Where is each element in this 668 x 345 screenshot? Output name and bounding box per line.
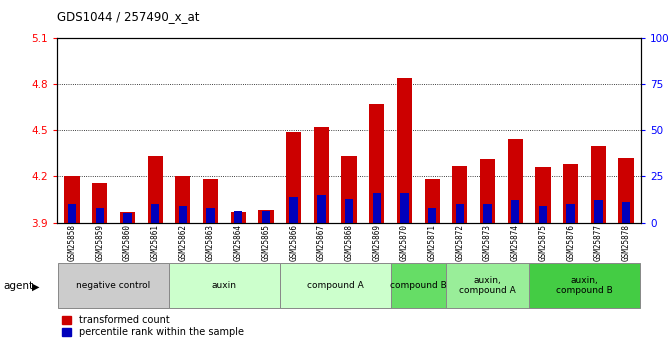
FancyBboxPatch shape [391, 263, 446, 308]
Bar [373, 193, 381, 223]
Bar [286, 132, 301, 223]
Text: agent: agent [3, 282, 33, 291]
Text: GSM25871: GSM25871 [428, 225, 437, 262]
Text: compound B: compound B [390, 281, 447, 290]
Text: GSM25864: GSM25864 [234, 225, 242, 262]
FancyBboxPatch shape [58, 263, 169, 308]
Bar [452, 166, 468, 223]
Text: GSM25877: GSM25877 [594, 225, 603, 262]
Bar [341, 156, 357, 223]
Text: GSM25861: GSM25861 [150, 225, 160, 262]
Text: negative control: negative control [76, 281, 151, 290]
Text: GSM25878: GSM25878 [621, 225, 631, 262]
Bar [289, 197, 298, 223]
Text: GSM25867: GSM25867 [317, 225, 326, 262]
Bar [425, 179, 440, 223]
Text: ▶: ▶ [32, 282, 39, 291]
Bar [68, 204, 76, 223]
Bar [148, 156, 163, 223]
Bar [203, 179, 218, 223]
Bar [511, 200, 520, 223]
Text: auxin,
compound A: auxin, compound A [459, 276, 516, 295]
Bar [591, 146, 606, 223]
Bar [178, 206, 187, 223]
Bar [92, 183, 108, 223]
Bar [369, 104, 384, 223]
Bar [594, 200, 603, 223]
Text: GSM25866: GSM25866 [289, 225, 298, 262]
Text: GSM25862: GSM25862 [178, 225, 187, 262]
FancyBboxPatch shape [446, 263, 529, 308]
Text: GSM25865: GSM25865 [261, 225, 271, 262]
Bar [400, 193, 409, 223]
Bar [151, 204, 159, 223]
Bar [314, 127, 329, 223]
Bar [96, 208, 104, 223]
Bar [230, 212, 246, 223]
Bar [175, 176, 190, 223]
FancyBboxPatch shape [280, 263, 391, 308]
Text: auxin: auxin [212, 281, 237, 290]
Bar [345, 198, 353, 223]
Bar [484, 204, 492, 223]
Bar [535, 167, 550, 223]
Text: GSM25859: GSM25859 [96, 225, 104, 262]
Text: GSM25872: GSM25872 [456, 225, 464, 262]
Text: auxin,
compound B: auxin, compound B [556, 276, 613, 295]
Text: GSM25860: GSM25860 [123, 225, 132, 262]
Text: GSM25876: GSM25876 [566, 225, 575, 262]
Text: GSM25868: GSM25868 [345, 225, 353, 262]
Bar [622, 202, 630, 223]
Bar [428, 208, 436, 223]
Text: compound A: compound A [307, 281, 363, 290]
Bar [539, 206, 547, 223]
Legend: transformed count, percentile rank within the sample: transformed count, percentile rank withi… [61, 315, 244, 337]
FancyBboxPatch shape [169, 263, 280, 308]
Bar [317, 195, 325, 223]
Bar [508, 139, 523, 223]
Text: GDS1044 / 257490_x_at: GDS1044 / 257490_x_at [57, 10, 199, 23]
Text: GSM25863: GSM25863 [206, 225, 215, 262]
Bar [259, 210, 273, 223]
Bar [206, 208, 214, 223]
Text: GSM25873: GSM25873 [483, 225, 492, 262]
Text: GSM25870: GSM25870 [400, 225, 409, 262]
Bar [619, 158, 634, 223]
Text: GSM25875: GSM25875 [538, 225, 548, 262]
FancyBboxPatch shape [529, 263, 640, 308]
Bar [566, 204, 575, 223]
Text: GSM25869: GSM25869 [372, 225, 381, 262]
Bar [397, 78, 412, 223]
Bar [262, 211, 270, 223]
Bar [480, 159, 495, 223]
Bar [234, 211, 242, 223]
Text: GSM25874: GSM25874 [511, 225, 520, 262]
Bar [123, 213, 132, 223]
Bar [456, 204, 464, 223]
Bar [563, 164, 578, 223]
Text: GSM25858: GSM25858 [67, 225, 77, 262]
Bar [120, 212, 135, 223]
Bar [64, 176, 79, 223]
